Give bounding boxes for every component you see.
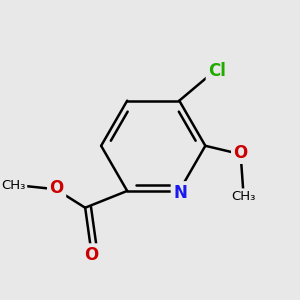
Text: CH₃: CH₃ — [2, 178, 26, 191]
Text: O: O — [233, 143, 248, 161]
Text: O: O — [84, 246, 98, 264]
Text: CH₃: CH₃ — [231, 190, 255, 203]
Text: O: O — [50, 179, 64, 197]
Text: Cl: Cl — [208, 62, 226, 80]
Text: N: N — [173, 184, 187, 202]
